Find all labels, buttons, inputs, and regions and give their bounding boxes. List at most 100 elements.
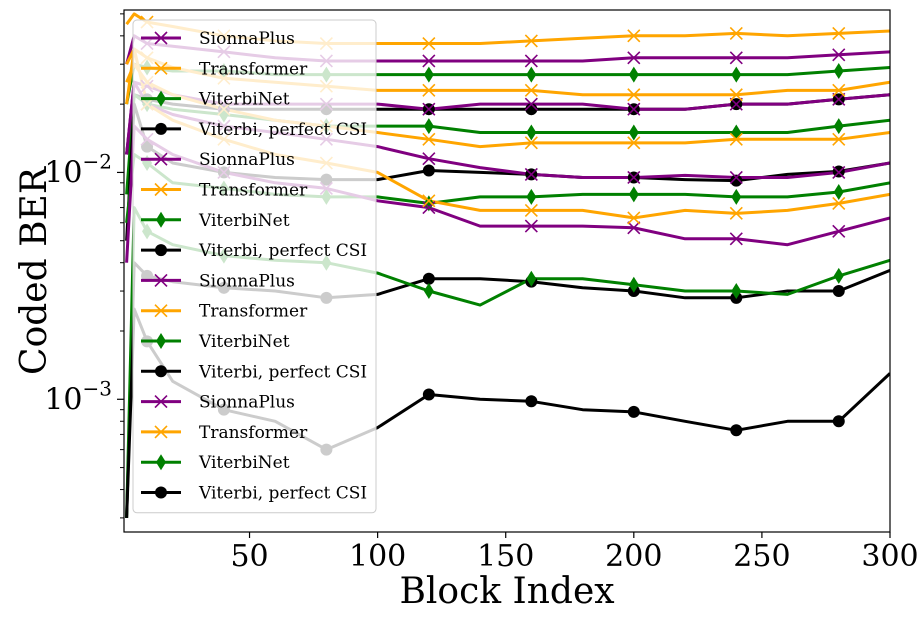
legend-item-7: Viterbi, perfect CSI — [141, 241, 367, 261]
series-0-point-16 — [832, 48, 846, 62]
series-12-point-14 — [729, 232, 743, 246]
legend-item-2: ViterbiNet — [141, 90, 290, 110]
series-0-point-14 — [729, 51, 743, 65]
legend-marker — [154, 425, 168, 439]
series-5-point-10 — [524, 83, 538, 97]
series-6-point-8 — [423, 118, 434, 135]
legend-item-9: Transformer — [141, 302, 308, 322]
legend-item-5: Transformer — [141, 181, 308, 201]
legend-marker — [155, 244, 167, 257]
series-7-point-8 — [422, 164, 435, 177]
series-8-point-10 — [524, 167, 538, 181]
series-11-point-8 — [422, 272, 435, 285]
legend-marker — [154, 31, 168, 45]
y-axis-label: Coded BER — [14, 166, 55, 375]
series-13-point-8 — [422, 194, 436, 208]
series-4-point-14 — [729, 97, 743, 111]
legend-marker — [154, 61, 168, 75]
legend: SionnaPlus Transformer ViterbiNet Viterbi, … — [132, 19, 377, 514]
series-8-point-8 — [422, 152, 436, 166]
series-13-point-10 — [524, 203, 538, 217]
axis-ticks: 50 100 150 200 250 300 10−2 10−3 — [44, 13, 919, 574]
legend-label: SionnaPlus — [199, 150, 295, 170]
legend-marker — [155, 122, 167, 135]
series-15-point-16 — [832, 415, 845, 428]
legend-label: Viterbi, perfect CSI — [198, 241, 367, 261]
series-14-point-16 — [833, 267, 844, 284]
series-10-point-12 — [628, 186, 639, 203]
series-15-point-8 — [422, 388, 435, 401]
legend-item-6: ViterbiNet — [141, 211, 290, 231]
series-2-point-10 — [526, 66, 537, 83]
series-5-point-16 — [832, 83, 846, 97]
legend-item-0: SionnaPlus — [141, 29, 295, 49]
series-6-point-16 — [833, 118, 844, 135]
series-6-point-12 — [628, 124, 639, 141]
series-0-point-12 — [627, 51, 641, 65]
legend-label: SionnaPlus — [199, 393, 295, 413]
legend-item-13: Transformer — [141, 423, 308, 443]
legend-label: Transformer — [199, 181, 308, 201]
series-5-point-12 — [627, 88, 641, 102]
x-axis-label: Block Index — [399, 571, 614, 612]
series-15-point-12 — [627, 405, 640, 418]
legend-item-15: Viterbi, perfect CSI — [141, 484, 367, 504]
series-14-point-14 — [731, 283, 742, 300]
legend-item-12: SionnaPlus — [141, 393, 295, 413]
series-10-point-10 — [526, 188, 537, 205]
series-10-point-8 — [423, 195, 434, 212]
series-8-point-12 — [627, 170, 641, 185]
series-15-point-14 — [730, 424, 743, 437]
series-7-point-14 — [730, 174, 743, 187]
legend-marker — [154, 304, 168, 318]
legend-label: ViterbiNet — [198, 90, 290, 110]
x-tick-label-4: 250 — [733, 539, 790, 574]
legend-item-10: ViterbiNet — [141, 332, 290, 352]
legend-label: SionnaPlus — [199, 29, 295, 49]
series-13-point-16 — [832, 196, 846, 211]
legend-item-3: Viterbi, perfect CSI — [141, 120, 367, 140]
series-9-point-10 — [524, 136, 538, 150]
series-10-point-16 — [833, 183, 844, 200]
series-1-point-10 — [524, 34, 538, 48]
series-11-point-16 — [832, 285, 845, 298]
legend-label: ViterbiNet — [198, 332, 290, 352]
series-8-point-16 — [832, 165, 846, 179]
series-14-point-8 — [423, 283, 434, 300]
legend-box — [132, 19, 377, 514]
legend-label: Viterbi, perfect CSI — [198, 484, 367, 504]
series-1-point-12 — [627, 29, 641, 43]
legend-marker — [156, 90, 166, 107]
legend-marker — [154, 395, 168, 409]
plot-frame — [123, 9, 891, 533]
legend-item-4: SionnaPlus — [141, 150, 295, 170]
series-4-point-12 — [627, 102, 641, 116]
legend-marker — [155, 486, 167, 499]
legend-item-8: SionnaPlus — [141, 271, 295, 291]
series-8-point-14 — [729, 170, 743, 185]
series-1-point-14 — [729, 26, 743, 40]
series-12-point-16 — [832, 224, 846, 238]
legend-label: Transformer — [199, 302, 308, 322]
y-tick-label-0: 10−2 — [44, 149, 112, 190]
series-4-point-10 — [524, 97, 538, 111]
series-9-point-14 — [729, 132, 743, 146]
legend-label: ViterbiNet — [198, 453, 290, 473]
series-9-point-12 — [627, 136, 641, 150]
series-2-point-14 — [731, 66, 742, 83]
legend-marker — [156, 211, 166, 228]
legend-item-14: ViterbiNet — [141, 453, 290, 473]
legend-label: Transformer — [199, 59, 308, 79]
legend-marker — [154, 273, 168, 287]
series-2-point-12 — [628, 66, 639, 83]
x-tick-label-0: 50 — [230, 539, 268, 574]
series-9-point-8 — [422, 132, 436, 146]
series-2-point-8 — [423, 66, 434, 83]
legend-label: Viterbi, perfect CSI — [198, 362, 367, 382]
x-tick-label-3: 200 — [605, 539, 662, 574]
legend-label: ViterbiNet — [198, 211, 290, 231]
legend-label: Transformer — [199, 423, 308, 443]
series-5-point-14 — [729, 88, 743, 102]
series-13-point-14 — [729, 206, 743, 220]
